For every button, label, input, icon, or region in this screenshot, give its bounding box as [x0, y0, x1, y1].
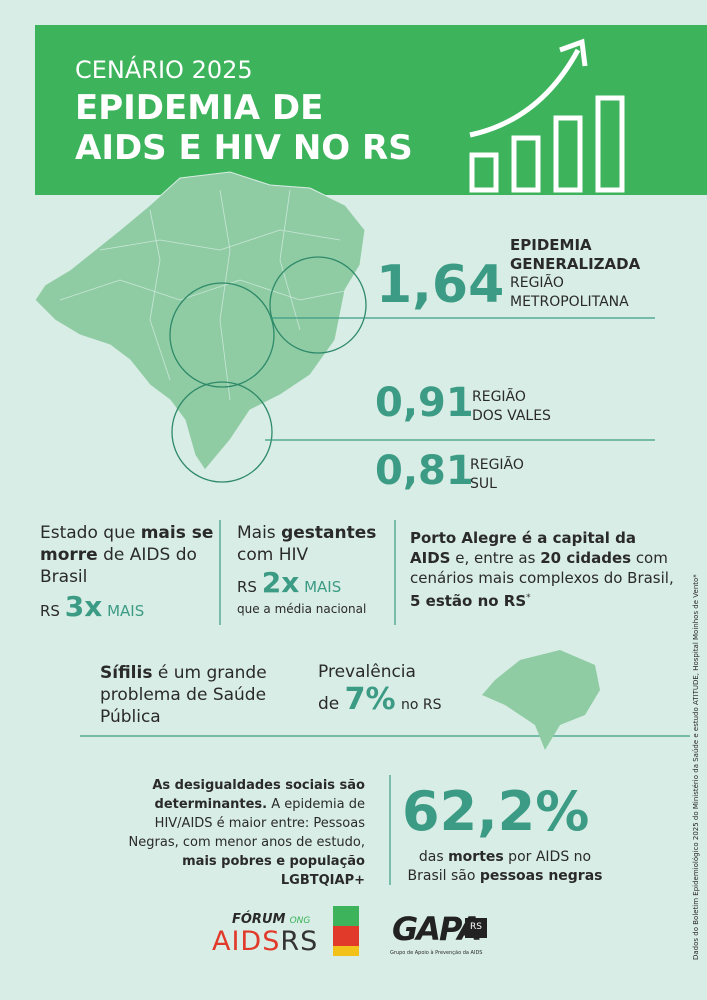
text-run: As desigualdades sociais são determinant… [152, 778, 365, 812]
text-run: * [526, 593, 531, 603]
region-value: 1,64 [376, 255, 505, 315]
logo-text: RS [280, 926, 319, 957]
label-line: METROPOLITANA [510, 294, 629, 310]
title: EPIDEMIA DE AIDS E HIV NO RS [75, 88, 413, 168]
text-run: é um grande problema de Saúde Pública [100, 663, 267, 727]
text-run: Porto Alegre é a capital da AIDS [410, 529, 636, 567]
logo-text: ONG [289, 916, 311, 926]
growth-icon [469, 38, 625, 193]
text-run: 5 estão no RS [410, 592, 527, 610]
label-line: DOS VALES [472, 408, 551, 424]
title-line: EPIDEMIA DE [75, 88, 324, 128]
text-run: mortes [448, 849, 504, 865]
multiplier: 2x [261, 566, 300, 599]
gapa-rs: RS [470, 922, 482, 932]
region-label: REGIÃO SUL [470, 456, 524, 494]
text-run: e, entre as [450, 549, 541, 567]
text-run: mais pobres e população LGBTQIAP+ [182, 854, 365, 888]
inequality: As desigualdades sociais são determinant… [105, 776, 365, 890]
prefix: RS [40, 602, 60, 620]
forum-flag [333, 906, 359, 956]
rs-map-small [482, 650, 600, 750]
gapa-logo: GAPA [392, 910, 482, 948]
multiplier: 3x [64, 590, 103, 623]
syphilis: Sífilis é um grande problema de Saúde Pú… [100, 662, 300, 728]
label-line: GENERALIZADA [510, 255, 641, 273]
kicker: CENÁRIO 2025 [75, 56, 253, 84]
text-run: por AIDS no Brasil são [407, 849, 592, 884]
text-run: 20 cidades [540, 549, 632, 567]
deaths-caption: das mortes por AIDS no Brasil são pessoa… [405, 848, 605, 886]
text-run: Mais [237, 523, 282, 543]
region-value: 0,91 [375, 380, 474, 426]
note: que a média nacional [237, 602, 367, 616]
text-run: Estado que [40, 523, 141, 543]
prevalence: Prevalência de 7% no RS [318, 662, 442, 717]
fact: Estado que mais se morre de AIDS do Bras… [40, 522, 215, 588]
gapa-rs-box [465, 918, 487, 938]
deaths-value: 62,2% [402, 780, 590, 843]
multiplier-row: RS 3x MAIS [40, 590, 144, 623]
title-line: AIDS E HIV NO RS [75, 128, 413, 168]
map-divisions [59, 189, 351, 401]
gapa-sub: Grupo de Apoio à Prevenção da AIDS [390, 950, 483, 956]
source: Dados do Boletim Epidemiológico 2025 do … [692, 574, 700, 960]
text-run: Sífilis [100, 663, 153, 683]
logo-text: FÓRUM [232, 912, 286, 927]
fact: Porto Alegre é a capital da AIDS e, entr… [410, 528, 675, 611]
logo-text: AIDS [212, 926, 281, 957]
region-label: REGIÃO DOS VALES [472, 388, 551, 426]
header-band [35, 25, 707, 195]
label-line: SUL [470, 476, 497, 492]
rs-map [34, 171, 366, 471]
multiplier-row: RS 2x MAIS [237, 566, 341, 599]
label-line: REGIÃO [470, 457, 524, 473]
prefix: RS [237, 578, 257, 596]
text-run: de [318, 694, 340, 714]
aids-logo: AIDSRS [212, 926, 318, 957]
text-run: gestantes [281, 523, 377, 543]
prevalence-value: 7% [344, 682, 396, 717]
region-value: 0,81 [375, 448, 474, 494]
text-run: A epidemia de HIV/AIDS é maior entre: Pe… [128, 797, 365, 850]
suffix: MAIS [304, 578, 342, 596]
text-run: com cenários mais complexos do Brasil, [410, 549, 674, 587]
text-run: no RS [401, 697, 442, 713]
region-label: EPIDEMIA GENERALIZADA REGIÃO METROPOLITA… [510, 236, 640, 312]
region-circles [169, 256, 367, 483]
text-run: com HIV [237, 545, 309, 565]
text-run: mais se morre [40, 523, 214, 565]
label-line: REGIÃO [510, 275, 564, 291]
separators [80, 317, 690, 885]
suffix: MAIS [107, 602, 145, 620]
fact: Mais gestantes com HIV [237, 522, 387, 566]
label-line: REGIÃO [472, 389, 526, 405]
text-line: Prevalência [318, 662, 416, 682]
text-run: de AIDS do Brasil [40, 545, 197, 587]
text-run: das [418, 849, 449, 865]
forum-logo: FÓRUM ONG [232, 912, 310, 927]
text-run: pessoas negras [479, 868, 603, 884]
label-line: EPIDEMIA [510, 236, 592, 254]
